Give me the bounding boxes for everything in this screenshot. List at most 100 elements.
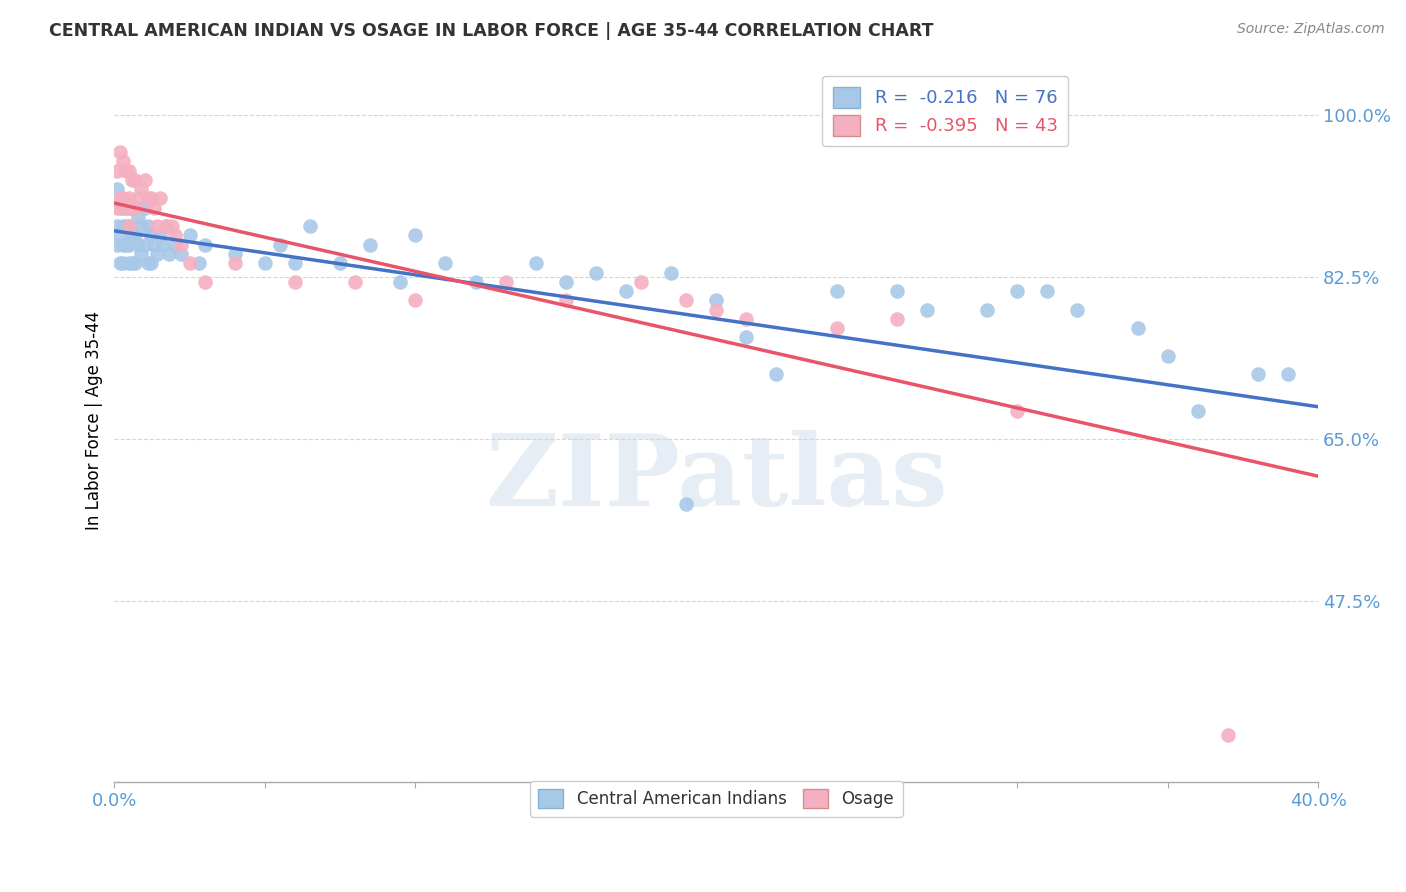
Point	[118, 219, 141, 234]
Point	[194, 237, 217, 252]
Point	[284, 256, 307, 270]
Y-axis label: In Labor Force | Age 35-44: In Labor Force | Age 35-44	[86, 311, 103, 530]
Point	[148, 191, 170, 205]
Point	[110, 191, 132, 205]
Point	[187, 256, 209, 270]
Point	[329, 256, 352, 270]
Point	[118, 219, 141, 234]
Point	[524, 256, 547, 270]
Point	[145, 247, 167, 261]
Point	[157, 247, 180, 261]
Point	[145, 219, 167, 234]
Point	[1126, 321, 1149, 335]
Point	[110, 145, 132, 160]
Point	[1156, 349, 1178, 363]
Point	[115, 201, 138, 215]
Point	[131, 219, 153, 234]
Point	[886, 284, 908, 298]
Point	[148, 228, 170, 243]
Point	[169, 247, 191, 261]
Point	[179, 256, 201, 270]
Point	[160, 219, 183, 234]
Point	[735, 330, 758, 344]
Text: ZIPatlas: ZIPatlas	[485, 430, 948, 527]
Point	[554, 275, 576, 289]
Point	[115, 237, 138, 252]
Point	[389, 275, 412, 289]
Point	[179, 228, 201, 243]
Point	[284, 275, 307, 289]
Point	[630, 275, 652, 289]
Point	[110, 256, 132, 270]
Point	[659, 266, 682, 280]
Point	[155, 219, 177, 234]
Point	[134, 173, 156, 187]
Point	[112, 219, 135, 234]
Point	[735, 311, 758, 326]
Point	[1187, 404, 1209, 418]
Point	[124, 256, 146, 270]
Point	[124, 201, 146, 215]
Point	[142, 237, 165, 252]
Point	[136, 256, 159, 270]
Point	[112, 256, 135, 270]
Point	[675, 293, 697, 308]
Point	[115, 163, 138, 178]
Point	[136, 219, 159, 234]
Point	[139, 256, 162, 270]
Point	[110, 228, 132, 243]
Point	[121, 173, 143, 187]
Point	[110, 201, 132, 215]
Point	[142, 201, 165, 215]
Point	[107, 201, 129, 215]
Point	[131, 182, 153, 196]
Point	[107, 237, 129, 252]
Point	[614, 284, 637, 298]
Point	[765, 368, 787, 382]
Point	[112, 237, 135, 252]
Point	[976, 302, 998, 317]
Text: Source: ZipAtlas.com: Source: ZipAtlas.com	[1237, 22, 1385, 37]
Point	[121, 256, 143, 270]
Point	[107, 182, 129, 196]
Point	[253, 256, 276, 270]
Point	[152, 237, 174, 252]
Point	[344, 275, 367, 289]
Point	[107, 163, 129, 178]
Point	[124, 173, 146, 187]
Point	[675, 497, 697, 511]
Point	[554, 293, 576, 308]
Point	[915, 302, 938, 317]
Point	[163, 228, 186, 243]
Point	[134, 237, 156, 252]
Point	[118, 163, 141, 178]
Point	[139, 191, 162, 205]
Point	[825, 284, 848, 298]
Point	[1066, 302, 1088, 317]
Point	[139, 228, 162, 243]
Point	[704, 293, 727, 308]
Point	[169, 237, 191, 252]
Point	[1005, 404, 1028, 418]
Point	[107, 219, 129, 234]
Point	[115, 201, 138, 215]
Point	[1247, 368, 1270, 382]
Point	[118, 201, 141, 215]
Point	[704, 302, 727, 317]
Point	[131, 247, 153, 261]
Point	[155, 219, 177, 234]
Point	[112, 191, 135, 205]
Point	[269, 237, 291, 252]
Point	[434, 256, 457, 270]
Point	[224, 256, 246, 270]
Point	[121, 228, 143, 243]
Point	[115, 219, 138, 234]
Text: CENTRAL AMERICAN INDIAN VS OSAGE IN LABOR FORCE | AGE 35-44 CORRELATION CHART: CENTRAL AMERICAN INDIAN VS OSAGE IN LABO…	[49, 22, 934, 40]
Point	[1216, 728, 1239, 742]
Point	[124, 228, 146, 243]
Point	[118, 237, 141, 252]
Point	[1036, 284, 1059, 298]
Point	[121, 201, 143, 215]
Point	[112, 201, 135, 215]
Point	[886, 311, 908, 326]
